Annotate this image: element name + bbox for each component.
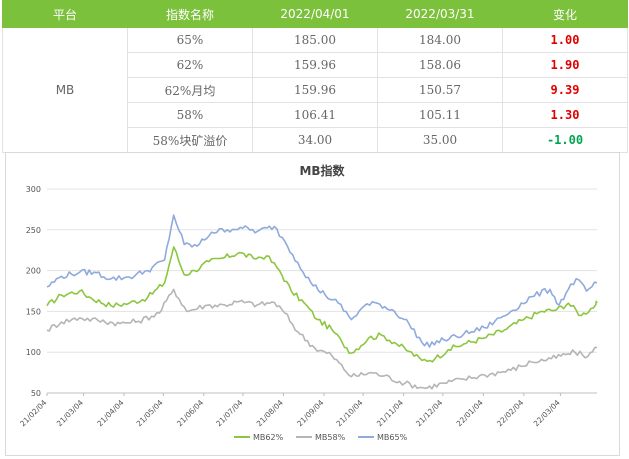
table-row: 62% 159.96 158.06 1.90: [3, 52, 628, 78]
x-tick-label: 21/07/04: [214, 398, 244, 428]
index-name-cell: 62%: [127, 52, 253, 78]
x-tick-label: 21/11/04: [375, 398, 405, 428]
x-tick-label: 21/06/04: [175, 398, 205, 428]
change-cell: 1.90: [502, 52, 628, 78]
y-tick-label: 300: [26, 185, 41, 194]
y-tick-label: 200: [26, 267, 41, 276]
x-tick-label: 21/02/04: [18, 398, 48, 428]
platform-cell: MB: [2, 27, 128, 153]
y-tick-label: 150: [26, 307, 41, 316]
x-tick-label: 21/04/04: [95, 398, 125, 428]
table-row: MB 65% 185.00 184.00 1.00: [2, 27, 628, 153]
x-tick-label: 21/03/04: [55, 398, 85, 428]
mb-index-chart: MB指数 50 100 150 200 250 300 21/02/04 21/03/04 21/…: [18, 163, 598, 442]
y-tick-label: 100: [26, 348, 41, 357]
value-cell: 105.11: [377, 102, 503, 128]
x-tick-label: 22/02/04: [495, 398, 525, 428]
table-row: 58%块矿溢价 34.00 35.00 -1.00: [3, 127, 628, 153]
change-cell: 1.00: [502, 27, 628, 53]
price-table: 平台 指数名称 2022/04/01 2022/03/31 变化 MB 65% …: [2, 0, 628, 153]
change-cell: 9.39: [502, 77, 628, 103]
value-cell: 184.00: [377, 27, 503, 53]
x-tick-label: 21/09/04: [295, 398, 325, 428]
header-change: 变化: [502, 0, 628, 28]
value-cell: 106.41: [252, 102, 378, 128]
value-cell: 185.00: [252, 27, 378, 53]
legend-label: MB58%: [315, 433, 346, 442]
x-tick-label: 21/12/04: [414, 398, 444, 428]
table-header-row: 平台 指数名称 2022/04/01 2022/03/31 变化: [2, 0, 628, 28]
index-name-cell: 65%: [127, 27, 253, 53]
legend-label: MB65%: [377, 433, 408, 442]
value-cell: 159.96: [252, 52, 378, 78]
series-line-mb58: [46, 288, 598, 390]
x-tick-label: 21/05/04: [135, 398, 165, 428]
header-date-2: 2022/03/31: [377, 0, 503, 28]
header-platform: 平台: [2, 0, 128, 28]
y-tick-label: 250: [26, 226, 41, 235]
x-tick-label: 21/08/04: [255, 398, 285, 428]
change-cell: 1.30: [502, 102, 628, 128]
value-cell: 159.96: [252, 77, 378, 103]
table-row: 58% 106.41 105.11 1.30: [3, 102, 628, 128]
x-tick-label: 21/10/04: [334, 398, 364, 428]
series-line-mb62: [46, 246, 598, 363]
y-tick-label: 50: [31, 389, 41, 398]
value-cell: 35.00: [377, 127, 503, 153]
chart-title: MB指数: [299, 163, 345, 178]
change-cell: -1.00: [502, 127, 628, 153]
value-cell: 158.06: [377, 52, 503, 78]
x-tick-label: 22/01/04: [455, 398, 485, 428]
legend-label: MB62%: [253, 433, 284, 442]
value-cell: 34.00: [252, 127, 378, 153]
header-date-1: 2022/04/01: [252, 0, 378, 28]
header-index-name: 指数名称: [127, 0, 253, 28]
table-row: 62%月均 159.96 150.57 9.39: [3, 77, 628, 103]
chart-panel: MB指数 50 100 150 200 250 300 21/02/04 21/03/04 21/…: [5, 152, 620, 456]
value-cell: 150.57: [377, 77, 503, 103]
x-tick-label: 22/03/04: [532, 398, 562, 428]
series-line-mb65: [46, 214, 598, 348]
index-name-cell: 58%块矿溢价: [127, 127, 253, 153]
index-name-cell: 62%月均: [127, 77, 253, 103]
index-name-cell: 58%: [127, 102, 253, 128]
